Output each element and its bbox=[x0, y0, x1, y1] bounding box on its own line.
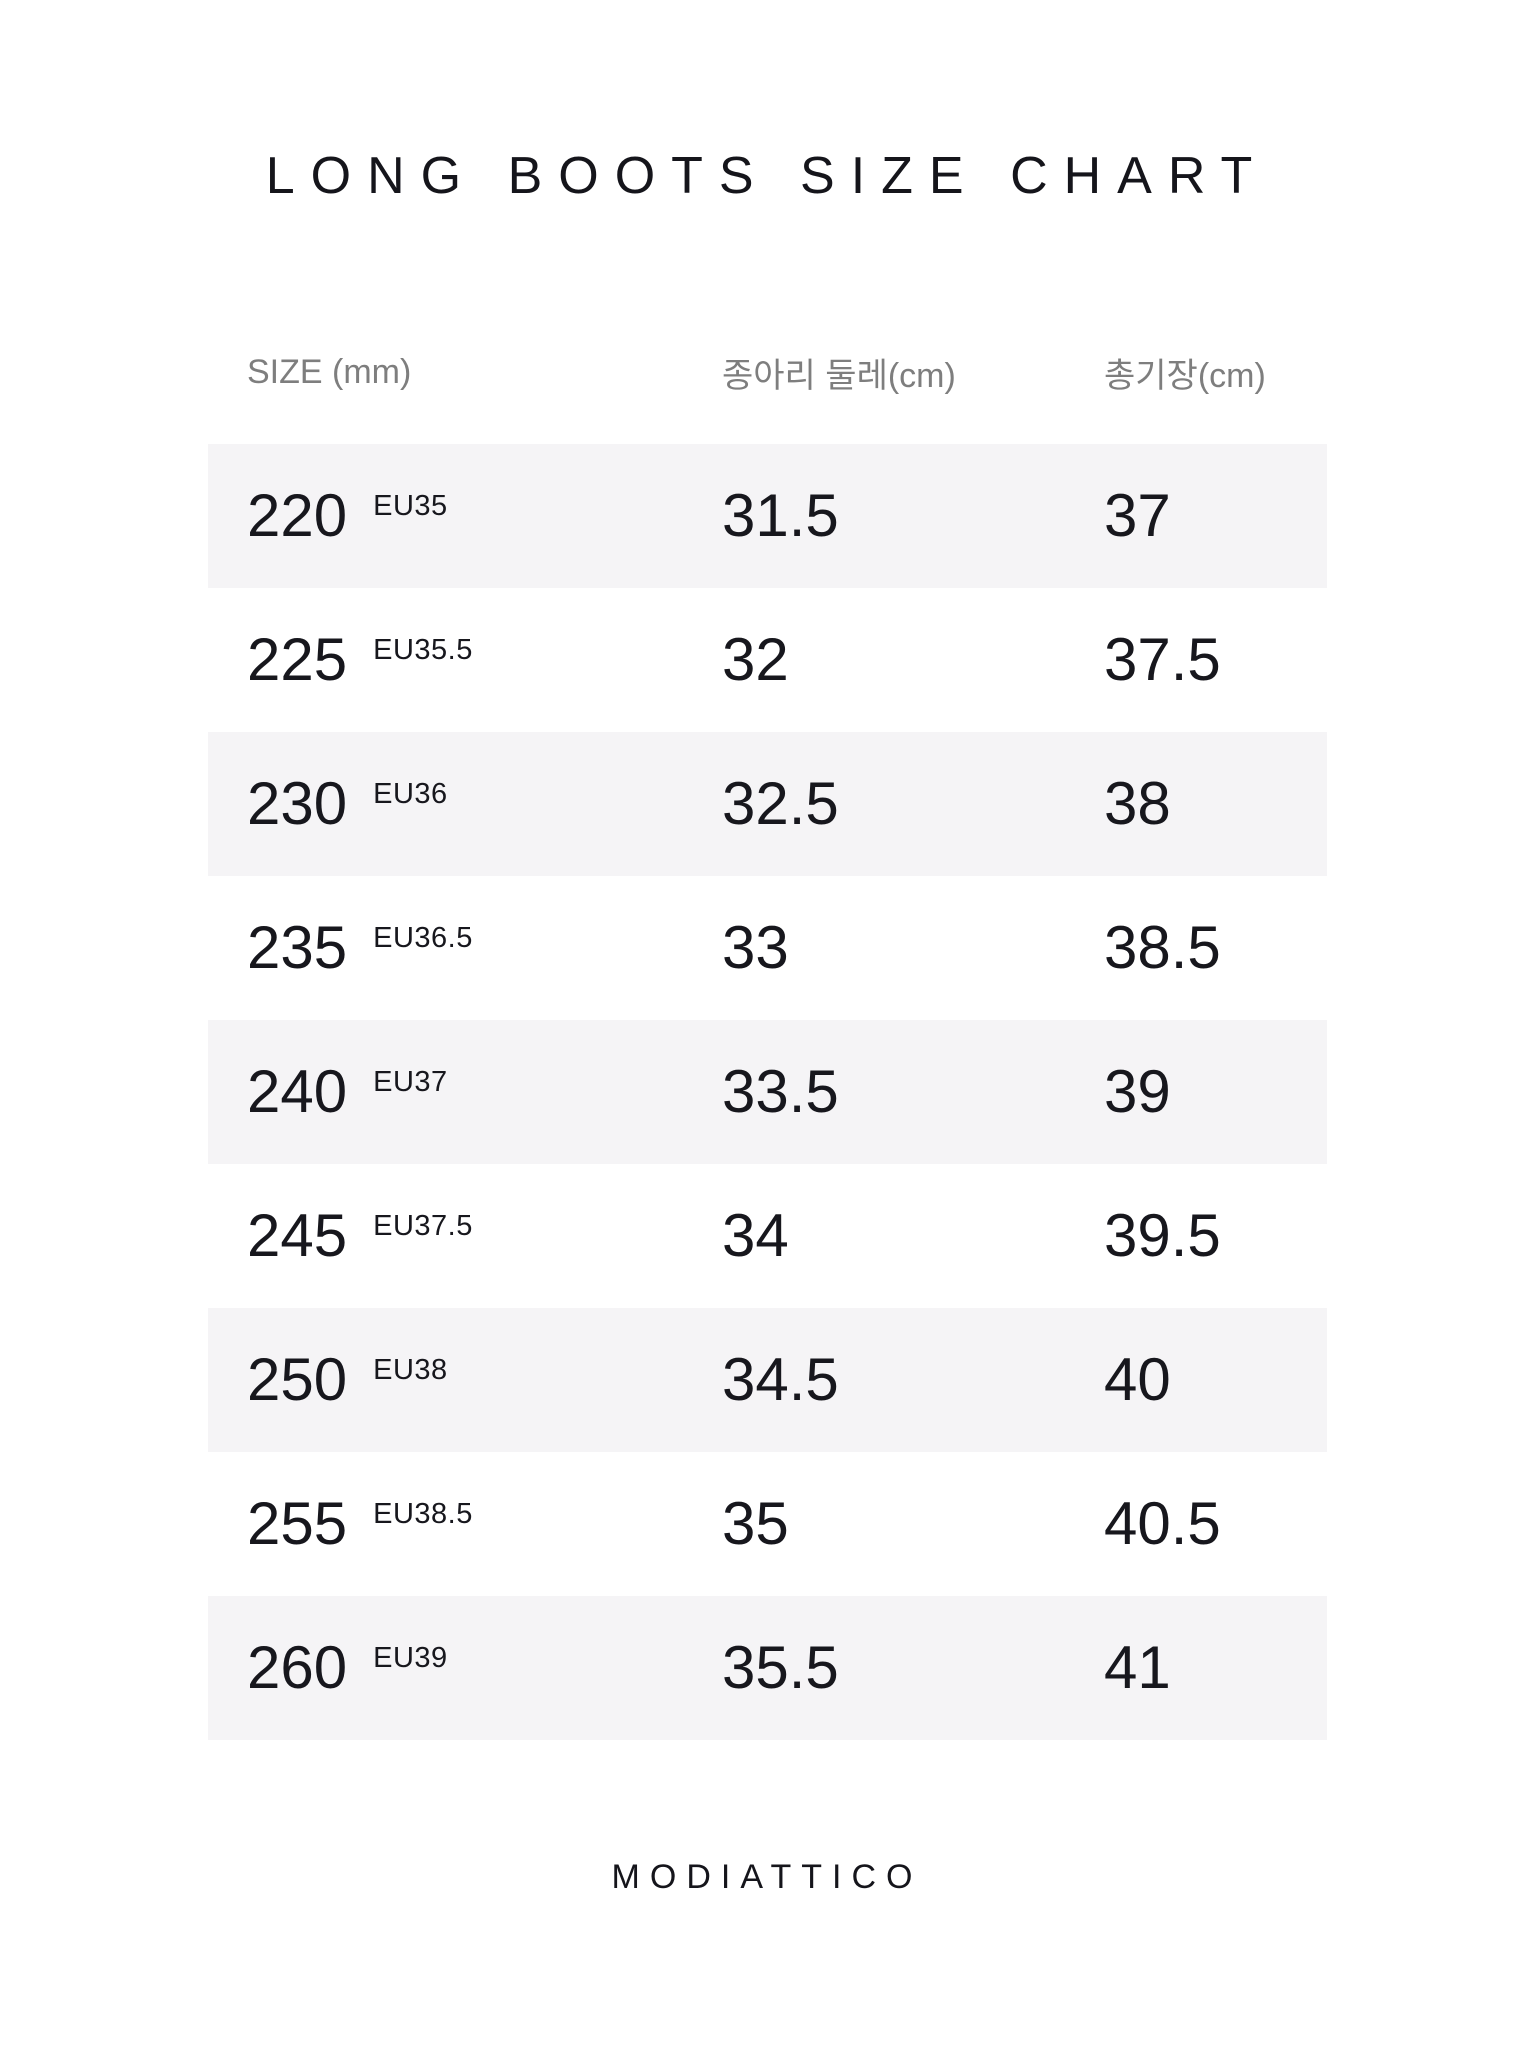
total-length-cell: 39 bbox=[1104, 1062, 1327, 1122]
size-cell: 260 EU39 bbox=[247, 1638, 722, 1698]
table-row: 225 EU35.5 32 37.5 bbox=[208, 588, 1327, 732]
size-eu-value: EU38.5 bbox=[373, 1498, 473, 1530]
size-eu-value: EU36.5 bbox=[373, 922, 473, 954]
size-eu-value: EU37 bbox=[373, 1066, 448, 1098]
size-cell: 245 EU37.5 bbox=[247, 1206, 722, 1266]
table-row: 220 EU35 31.5 37 bbox=[208, 444, 1327, 588]
calf-circumference-value: 33 bbox=[722, 914, 789, 981]
total-length-cell: 40 bbox=[1104, 1350, 1327, 1410]
total-length-value: 37 bbox=[1104, 482, 1171, 549]
size-mm-value: 225 bbox=[247, 626, 348, 693]
size-eu-value: EU38 bbox=[373, 1354, 448, 1386]
table-body: 220 EU35 31.5 37 225 EU35.5 32 37.5 230 EU3… bbox=[208, 444, 1327, 1740]
size-mm-value: 240 bbox=[247, 1058, 348, 1125]
total-length-cell: 40.5 bbox=[1104, 1494, 1327, 1554]
table-row: 230 EU36 32.5 38 bbox=[208, 732, 1327, 876]
total-length-value: 38.5 bbox=[1104, 914, 1221, 981]
size-cell: 250 EU38 bbox=[247, 1350, 722, 1410]
calf-circumference-value: 32.5 bbox=[722, 770, 839, 837]
table-row: 255 EU38.5 35 40.5 bbox=[208, 1452, 1327, 1596]
size-mm-value: 250 bbox=[247, 1346, 348, 1413]
calf-circumference-cell: 32 bbox=[722, 630, 1104, 690]
calf-circumference-cell: 34 bbox=[722, 1206, 1104, 1266]
table-row: 250 EU38 34.5 40 bbox=[208, 1308, 1327, 1452]
size-mm-value: 235 bbox=[247, 914, 348, 981]
total-length-value: 39.5 bbox=[1104, 1202, 1221, 1269]
calf-circumference-value: 35 bbox=[722, 1490, 789, 1557]
calf-circumference-cell: 31.5 bbox=[722, 486, 1104, 546]
calf-circumference-value: 32 bbox=[722, 626, 789, 693]
table-row: 260 EU39 35.5 41 bbox=[208, 1596, 1327, 1740]
total-length-value: 40 bbox=[1104, 1346, 1171, 1413]
calf-circumference-value: 33.5 bbox=[722, 1058, 839, 1125]
column-header-total-length: 총기장(cm) bbox=[1104, 357, 1266, 395]
calf-circumference-cell: 35.5 bbox=[722, 1638, 1104, 1698]
total-length-cell: 37.5 bbox=[1104, 630, 1327, 690]
size-cell: 255 EU38.5 bbox=[247, 1494, 722, 1554]
calf-circumference-value: 34.5 bbox=[722, 1346, 839, 1413]
size-mm-value: 245 bbox=[247, 1202, 348, 1269]
size-mm-value: 230 bbox=[247, 770, 348, 837]
table-header-row: SIZE (mm) 종아리 둘레(cm) 총기장(cm) bbox=[208, 348, 1327, 395]
size-eu-value: EU36 bbox=[373, 778, 448, 810]
total-length-value: 41 bbox=[1104, 1634, 1171, 1701]
page-title: LONG BOOTS SIZE CHART bbox=[265, 147, 1269, 205]
total-length-cell: 37 bbox=[1104, 486, 1327, 546]
total-length-cell: 41 bbox=[1104, 1638, 1327, 1698]
calf-circumference-cell: 33.5 bbox=[722, 1062, 1104, 1122]
calf-circumference-cell: 33 bbox=[722, 918, 1104, 978]
total-length-value: 37.5 bbox=[1104, 626, 1221, 693]
size-mm-value: 260 bbox=[247, 1634, 348, 1701]
total-length-value: 40.5 bbox=[1104, 1490, 1221, 1557]
column-header-size: SIZE (mm) bbox=[247, 353, 412, 391]
total-length-cell: 38.5 bbox=[1104, 918, 1327, 978]
table-row: 245 EU37.5 34 39.5 bbox=[208, 1164, 1327, 1308]
total-length-value: 38 bbox=[1104, 770, 1171, 837]
table-row: 235 EU36.5 33 38.5 bbox=[208, 876, 1327, 1020]
total-length-cell: 38 bbox=[1104, 774, 1327, 834]
size-eu-value: EU35.5 bbox=[373, 634, 473, 666]
size-eu-value: EU37.5 bbox=[373, 1210, 473, 1242]
calf-circumference-cell: 35 bbox=[722, 1494, 1104, 1554]
table-row: 240 EU37 33.5 39 bbox=[208, 1020, 1327, 1164]
size-cell: 240 EU37 bbox=[247, 1062, 722, 1122]
size-eu-value: EU39 bbox=[373, 1642, 448, 1674]
calf-circumference-value: 35.5 bbox=[722, 1634, 839, 1701]
total-length-value: 39 bbox=[1104, 1058, 1171, 1125]
size-cell: 230 EU36 bbox=[247, 774, 722, 834]
calf-circumference-value: 34 bbox=[722, 1202, 789, 1269]
size-cell: 225 EU35.5 bbox=[247, 630, 722, 690]
size-mm-value: 220 bbox=[247, 482, 348, 549]
calf-circumference-value: 31.5 bbox=[722, 482, 839, 549]
brand-logo-text: MODIATTICO bbox=[611, 1858, 923, 1896]
size-mm-value: 255 bbox=[247, 1490, 348, 1557]
size-table: SIZE (mm) 종아리 둘레(cm) 총기장(cm) 220 EU35 31.… bbox=[208, 348, 1327, 1740]
size-cell: 220 EU35 bbox=[247, 486, 722, 546]
size-eu-value: EU35 bbox=[373, 490, 448, 522]
size-cell: 235 EU36.5 bbox=[247, 918, 722, 978]
calf-circumference-cell: 32.5 bbox=[722, 774, 1104, 834]
column-header-calf-circumference: 종아리 둘레(cm) bbox=[722, 357, 956, 395]
total-length-cell: 39.5 bbox=[1104, 1206, 1327, 1266]
calf-circumference-cell: 34.5 bbox=[722, 1350, 1104, 1410]
